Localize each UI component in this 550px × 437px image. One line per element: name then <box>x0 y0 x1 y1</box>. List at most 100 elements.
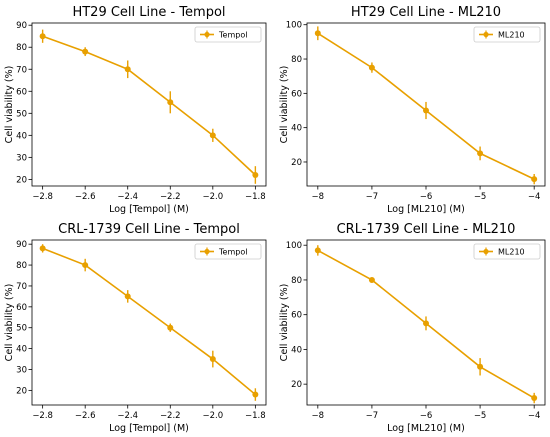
chart-3: CRL-1739 Cell Line - Tempol −2.8 −2.6 −2.4 −… <box>4 222 267 434</box>
legend-box <box>194 26 262 43</box>
y-tick-label: 90 <box>16 21 27 31</box>
x-axis-label: Log [Tempol] (M) <box>109 204 189 215</box>
x-tick-label: −2.4 <box>117 192 138 202</box>
x-tick-label: −1.8 <box>245 192 266 202</box>
y-tick-label: 50 <box>16 109 27 119</box>
data-point <box>477 363 484 370</box>
y-tick-label: 40 <box>291 124 302 134</box>
data-point <box>368 64 375 71</box>
chart-title: CRL-1739 Cell Line - ML210 <box>337 222 516 237</box>
legend: Tempol <box>194 243 262 260</box>
x-tick-label: −6 <box>420 411 433 421</box>
y-axis-label: Cell viability (%) <box>4 66 15 144</box>
legend-marker <box>204 31 210 38</box>
x-tick-label: −8 <box>312 192 325 202</box>
legend-label: Tempol <box>218 31 247 40</box>
x-axis-label: Log [ML210] (M) <box>387 204 465 215</box>
y-tick-label: 70 <box>16 65 27 75</box>
chart-title: HT29 Cell Line - ML210 <box>351 5 501 20</box>
legend-label: Tempol <box>218 248 247 257</box>
data-point <box>314 247 321 254</box>
y-tick-label: 20 <box>16 386 27 396</box>
data-point <box>423 107 429 114</box>
legend: ML210 <box>473 243 541 260</box>
x-tick-label: −1.8 <box>245 411 266 421</box>
x-tick-label: −2.2 <box>160 411 181 421</box>
x-axis-label: Log [ML210] (M) <box>387 423 465 434</box>
x-tick-label: −2.0 <box>202 192 223 202</box>
legend-box <box>194 243 262 260</box>
y-tick-label: 80 <box>291 55 302 65</box>
y-tick-label: 30 <box>16 153 27 163</box>
x-tick-label: −4 <box>528 192 541 202</box>
y-tick-label: 50 <box>16 324 27 334</box>
y-axis-label: Cell viability (%) <box>4 284 15 362</box>
data-point <box>124 293 131 300</box>
x-tick-label: −8 <box>312 411 325 421</box>
y-tick-label: 60 <box>291 311 302 321</box>
data-point <box>252 391 259 398</box>
y-tick-label: 60 <box>16 87 27 97</box>
x-tick-label: −7 <box>366 411 379 421</box>
y-tick-label: 40 <box>16 131 27 141</box>
legend: ML210 <box>473 26 541 43</box>
data-point <box>167 99 174 106</box>
legend-label: ML210 <box>498 31 525 40</box>
x-tick-label: −5 <box>474 411 487 421</box>
data-point <box>477 150 484 157</box>
y-axis-label: Cell viability (%) <box>279 66 290 144</box>
chart-4: CRL-1739 Cell Line - ML210 −8 −7 −6 −5 −4 20 40… <box>279 222 546 434</box>
data-point <box>209 132 216 139</box>
series-line <box>42 35 256 176</box>
chart-title: HT29 Cell Line - Tempol <box>72 5 225 20</box>
data-point <box>82 48 89 55</box>
chart-title: CRL-1739 Cell Line - Tempol <box>58 222 240 237</box>
y-tick-label: 20 <box>291 158 302 168</box>
x-tick-label: −2.8 <box>32 192 53 202</box>
y-tick-label: 100 <box>286 241 302 251</box>
y-tick-label: 40 <box>16 345 27 355</box>
y-tick-label: 20 <box>16 175 27 185</box>
legend-box <box>473 26 541 43</box>
y-tick-label: 80 <box>291 276 302 286</box>
x-tick-label: −2.8 <box>32 411 53 421</box>
y-tick-label: 100 <box>286 21 302 31</box>
data-point <box>39 245 46 252</box>
data-point <box>167 324 174 331</box>
legend-box <box>473 243 541 260</box>
x-tick-label: −7 <box>366 192 379 202</box>
data-point <box>531 395 538 402</box>
y-tick-label: 60 <box>16 303 27 313</box>
data-point <box>368 276 375 283</box>
legend-marker <box>483 31 489 38</box>
data-point <box>531 176 538 183</box>
data-point <box>314 30 321 37</box>
series-line <box>42 247 256 396</box>
legend-label: ML210 <box>498 248 525 257</box>
plot-frame <box>31 22 267 187</box>
x-tick-label: −6 <box>420 192 433 202</box>
x-tick-label: −2.6 <box>75 192 96 202</box>
y-axis-label: Cell viability (%) <box>279 284 290 362</box>
data-point <box>124 66 131 73</box>
x-tick-label: −2.6 <box>75 411 96 421</box>
legend-marker <box>483 248 489 255</box>
x-tick-label: −5 <box>474 192 487 202</box>
data-point <box>82 262 89 269</box>
y-tick-label: 70 <box>16 282 27 292</box>
plot-frame <box>31 239 267 406</box>
x-tick-label: −2.4 <box>117 411 138 421</box>
x-axis-label: Log [Tempol] (M) <box>109 423 189 434</box>
data-point <box>39 33 46 40</box>
legend-marker <box>204 248 210 255</box>
y-tick-label: 90 <box>16 240 27 250</box>
y-tick-label: 80 <box>16 43 27 53</box>
data-point <box>252 171 259 178</box>
y-tick-label: 40 <box>291 345 302 355</box>
y-tick-label: 30 <box>16 365 27 375</box>
y-tick-label: 20 <box>291 380 302 390</box>
x-tick-label: −2.2 <box>160 192 181 202</box>
data-point <box>209 356 216 363</box>
x-tick-label: −4 <box>528 411 541 421</box>
